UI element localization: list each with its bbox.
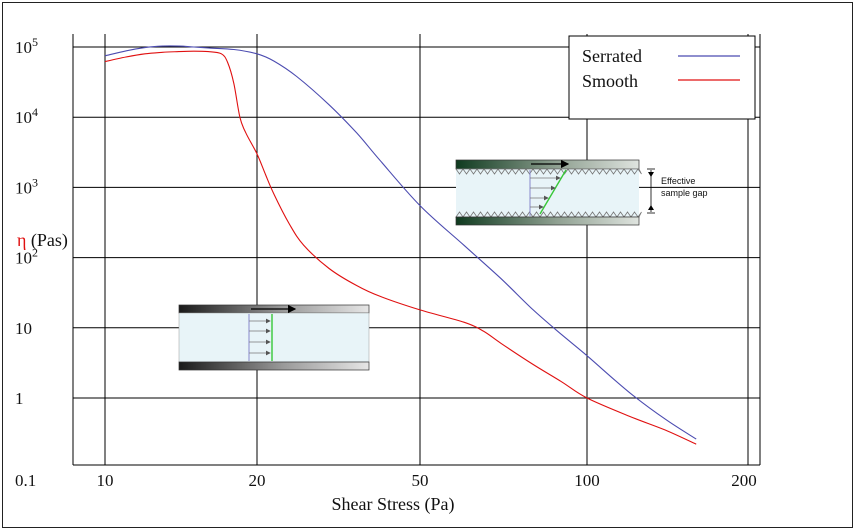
gap-label-line2: sample gap (661, 188, 708, 198)
serrated-bottom-teeth (455, 211, 642, 218)
series-line-smooth (104, 50, 697, 445)
x-tick-labels: 10 20 50 100 200 (97, 471, 757, 490)
x-axis-label: Shear Stress (Pa) (332, 494, 455, 515)
legend-label-smooth: Smooth (582, 71, 638, 91)
legend-box (568, 35, 756, 120)
gap-label-line1: Effective (661, 176, 695, 186)
plot-axes (72, 34, 761, 466)
series-lines (104, 45, 697, 445)
x-tick-label: 200 (731, 471, 757, 490)
serrated-bottom-plate (455, 216, 640, 226)
y-tick-label: 103 (15, 175, 38, 197)
x-tick-label: 10 (97, 471, 114, 490)
serrated-plates-diagram: Effective sample gap (455, 159, 708, 226)
serrated-top-teeth (455, 168, 642, 175)
y-tick-label: 0.1 (15, 471, 36, 490)
y-tick-label: 102 (15, 246, 38, 268)
serrated-fluid-gap (456, 169, 639, 217)
smooth-plates-diagram (178, 304, 370, 371)
y-tick-label: 104 (15, 105, 38, 127)
legend: Serrated Smooth (568, 35, 756, 120)
x-tick-label: 100 (574, 471, 600, 490)
serrated-velocity-profile (539, 169, 567, 215)
y-axis-label-symbol: η (17, 230, 26, 250)
legend-label-serrated: Serrated (582, 46, 642, 66)
y-tick-label: 1 (15, 389, 24, 408)
y-tick-label: 105 (15, 35, 38, 57)
x-tick-label: 50 (412, 471, 429, 490)
smooth-fluid-gap (178, 312, 370, 363)
smooth-bottom-plate (178, 361, 370, 371)
y-axis-label: η (Pas) (17, 230, 68, 251)
y-axis-label-unit: (Pas) (26, 230, 68, 251)
y-tick-label: 10 (15, 319, 32, 338)
x-tick-label: 20 (249, 471, 266, 490)
series-line-serrated (104, 45, 697, 440)
